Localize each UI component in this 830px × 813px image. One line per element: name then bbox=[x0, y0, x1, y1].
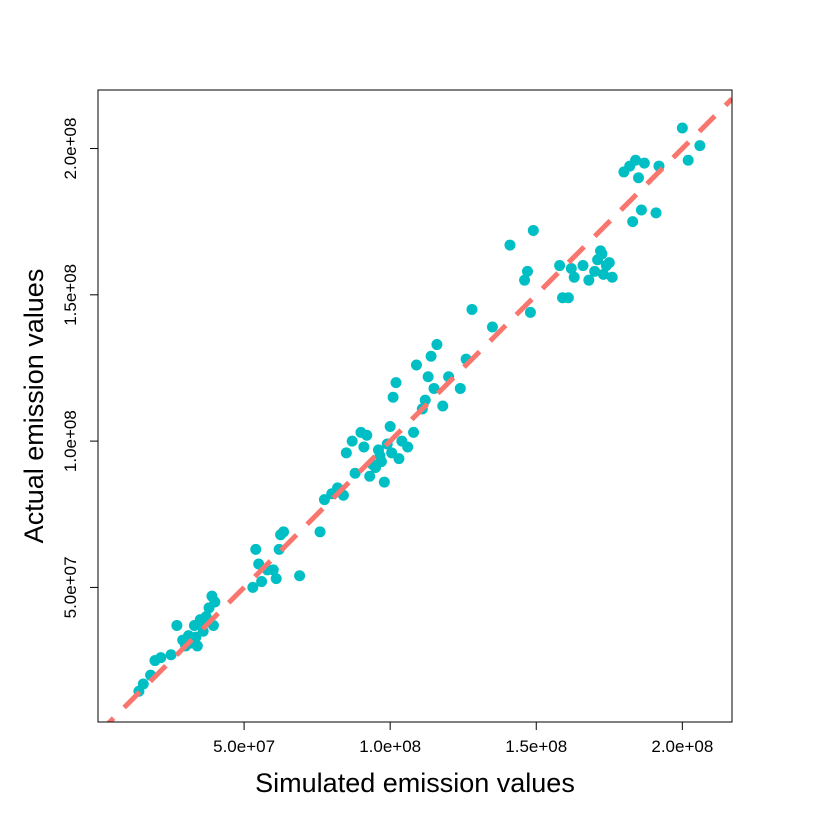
data-point bbox=[364, 470, 376, 482]
data-point bbox=[408, 426, 420, 438]
data-point bbox=[606, 271, 618, 283]
data-point bbox=[519, 274, 531, 286]
data-point bbox=[431, 339, 443, 351]
data-point bbox=[165, 649, 177, 661]
data-point bbox=[676, 122, 688, 134]
data-point bbox=[650, 207, 662, 219]
data-point bbox=[627, 216, 639, 228]
data-point bbox=[384, 420, 396, 432]
data-point bbox=[358, 441, 370, 453]
data-point bbox=[250, 543, 262, 555]
data-point bbox=[603, 257, 615, 269]
plot-frame bbox=[97, 89, 733, 723]
data-point bbox=[638, 157, 650, 169]
data-point bbox=[278, 526, 290, 538]
x-tick-label: 1.0e+08 bbox=[359, 737, 421, 756]
data-point bbox=[386, 447, 398, 459]
y-tick-label: 5.0e+07 bbox=[61, 556, 80, 618]
data-point bbox=[318, 494, 330, 506]
data-point bbox=[527, 224, 539, 236]
y-axis: 5.0e+07 1.0e+08 1.5e+08 2.0e+08 bbox=[61, 118, 98, 618]
data-point bbox=[568, 271, 580, 283]
x-axis-title: Simulated emission values bbox=[255, 768, 575, 798]
data-point bbox=[378, 476, 390, 488]
reference-line-layer bbox=[106, 97, 732, 722]
data-point bbox=[589, 265, 601, 277]
data-point bbox=[247, 581, 259, 593]
data-point bbox=[437, 400, 449, 412]
data-point bbox=[524, 306, 536, 318]
data-point bbox=[314, 526, 326, 538]
data-point bbox=[682, 154, 694, 166]
data-point bbox=[422, 371, 434, 383]
data-point bbox=[137, 678, 149, 690]
data-point bbox=[294, 570, 306, 582]
data-point bbox=[387, 391, 399, 403]
reference-line bbox=[106, 97, 732, 722]
y-tick-label: 1.0e+08 bbox=[61, 410, 80, 472]
data-point bbox=[346, 435, 358, 447]
data-point bbox=[256, 576, 268, 588]
data-point bbox=[419, 394, 431, 406]
data-point bbox=[583, 274, 595, 286]
data-point bbox=[694, 140, 706, 152]
data-point bbox=[596, 248, 608, 260]
data-point bbox=[171, 619, 183, 631]
y-axis-title: Actual emission values bbox=[19, 269, 49, 544]
y-tick-label: 1.5e+08 bbox=[61, 264, 80, 326]
data-point bbox=[361, 429, 373, 441]
data-point bbox=[393, 453, 405, 465]
x-tick-label: 2.0e+08 bbox=[651, 737, 713, 756]
data-point bbox=[454, 382, 466, 394]
data-point bbox=[390, 377, 402, 389]
data-point bbox=[402, 441, 414, 453]
data-point bbox=[635, 204, 647, 216]
data-point bbox=[267, 564, 279, 576]
data-point bbox=[633, 172, 645, 184]
data-point bbox=[191, 640, 203, 652]
data-point bbox=[565, 262, 577, 274]
data-point bbox=[466, 303, 478, 315]
data-point bbox=[562, 292, 574, 304]
data-point bbox=[597, 268, 609, 280]
y-tick-label: 2.0e+08 bbox=[61, 118, 80, 180]
data-point bbox=[630, 154, 642, 166]
data-point bbox=[155, 652, 167, 664]
data-point bbox=[577, 260, 589, 272]
data-point bbox=[190, 631, 202, 643]
data-point bbox=[349, 467, 361, 479]
data-point bbox=[209, 596, 221, 608]
data-point bbox=[521, 265, 533, 277]
x-axis: 5.0e+07 1.0e+08 1.5e+08 2.0e+08 bbox=[213, 722, 713, 756]
data-point bbox=[486, 321, 498, 333]
data-point bbox=[504, 239, 516, 251]
data-point bbox=[374, 450, 386, 462]
points-layer bbox=[133, 122, 706, 697]
data-point bbox=[270, 573, 282, 585]
x-tick-label: 1.5e+08 bbox=[505, 737, 567, 756]
data-point bbox=[340, 447, 352, 459]
data-point bbox=[410, 359, 422, 371]
data-point bbox=[425, 350, 437, 362]
x-tick-label: 5.0e+07 bbox=[213, 737, 275, 756]
data-point bbox=[554, 260, 566, 272]
